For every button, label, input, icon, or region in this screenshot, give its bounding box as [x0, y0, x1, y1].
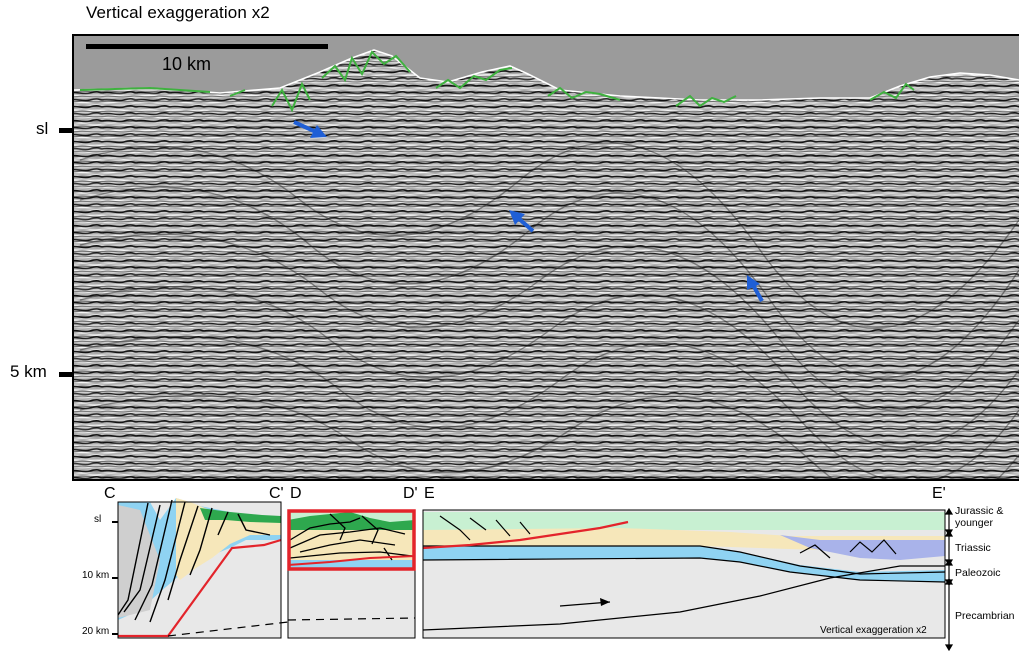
section-depth-label-20km: 20 km	[82, 626, 110, 637]
section-label-c-prime: C'	[269, 485, 284, 502]
arrow-icon	[509, 210, 535, 233]
unit-label-paleozoic: Paleozoic	[955, 567, 1001, 579]
section-label-e: E	[424, 485, 435, 502]
blue-arrows	[293, 120, 764, 302]
section-depth-label-sl: sl	[94, 514, 102, 525]
section-label-d-prime: D'	[403, 485, 418, 502]
arrow-icon	[293, 120, 327, 138]
section-footer: Vertical exaggeration x2	[820, 625, 927, 636]
unit-label-jurassic-line1: Jurassic &	[955, 505, 1004, 517]
unit-label-triassic: Triassic	[955, 542, 991, 554]
seismic-depth-tick-sl	[59, 128, 72, 133]
scale-bar-label: 10 km	[162, 54, 212, 74]
seismic-depth-tick-5km	[59, 372, 72, 377]
section-label-e-prime: E'	[932, 485, 946, 502]
figure-title: Vertical exaggeration x2	[86, 3, 270, 22]
seismic-depth-label-sl: sl	[36, 119, 49, 138]
seismic-depth-label-5km: 5 km	[10, 362, 47, 381]
surface-faults	[79, 50, 915, 113]
unit-label-jurassic-line2: younger	[955, 517, 993, 529]
section-depth-label-10km: 10 km	[82, 570, 110, 581]
arrow-icon	[747, 275, 764, 302]
section-label-d: D	[290, 485, 302, 502]
unit-label-jurassic: Jurassic & younger	[955, 505, 1003, 529]
section-label-c: C	[104, 485, 116, 502]
scale-bar	[86, 44, 328, 49]
fold-reflectors	[79, 142, 1019, 479]
unit-label-precambrian: Precambrian	[955, 610, 1015, 622]
